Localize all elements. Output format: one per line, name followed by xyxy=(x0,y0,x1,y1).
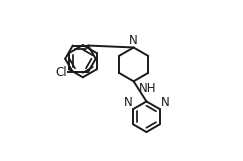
Text: N: N xyxy=(124,96,132,109)
Text: N: N xyxy=(129,34,138,47)
Text: Cl: Cl xyxy=(55,66,67,79)
Text: N: N xyxy=(161,96,169,109)
Text: NH: NH xyxy=(139,82,156,95)
